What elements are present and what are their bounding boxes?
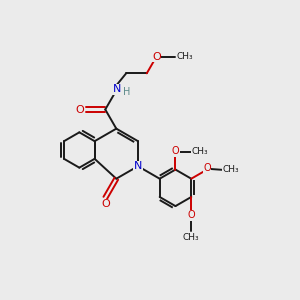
Text: O: O — [203, 164, 211, 173]
Text: CH₃: CH₃ — [223, 165, 239, 174]
Text: N: N — [113, 84, 121, 94]
Text: N: N — [134, 161, 142, 171]
Text: O: O — [188, 210, 195, 220]
Text: O: O — [101, 199, 110, 209]
Text: CH₃: CH₃ — [192, 147, 208, 156]
Text: H: H — [123, 87, 130, 97]
Text: CH₃: CH₃ — [183, 233, 200, 242]
Text: O: O — [76, 104, 85, 115]
Text: O: O — [152, 52, 161, 62]
Text: O: O — [172, 146, 179, 156]
Text: CH₃: CH₃ — [176, 52, 193, 61]
